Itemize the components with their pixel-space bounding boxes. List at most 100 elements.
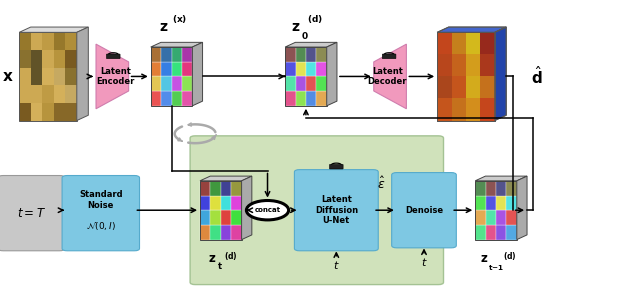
- Polygon shape: [54, 85, 65, 103]
- Polygon shape: [65, 85, 77, 103]
- Polygon shape: [182, 62, 192, 76]
- Polygon shape: [480, 98, 495, 121]
- Polygon shape: [31, 103, 42, 121]
- Polygon shape: [161, 76, 172, 91]
- Polygon shape: [54, 50, 65, 68]
- Polygon shape: [306, 47, 316, 62]
- Polygon shape: [451, 98, 466, 121]
- Polygon shape: [172, 62, 182, 76]
- Polygon shape: [306, 62, 316, 76]
- Polygon shape: [182, 91, 192, 106]
- Polygon shape: [151, 91, 161, 106]
- Polygon shape: [306, 91, 316, 106]
- Text: $\mathbf{z}$: $\mathbf{z}$: [481, 252, 488, 265]
- Polygon shape: [211, 181, 221, 196]
- Polygon shape: [495, 27, 506, 121]
- FancyBboxPatch shape: [382, 54, 396, 59]
- Polygon shape: [486, 196, 496, 210]
- Polygon shape: [19, 32, 31, 50]
- Polygon shape: [437, 54, 451, 76]
- Polygon shape: [496, 196, 506, 210]
- Polygon shape: [476, 181, 486, 196]
- Text: Latent
Diffusion
U-Net: Latent Diffusion U-Net: [315, 195, 358, 225]
- Polygon shape: [161, 62, 172, 76]
- Text: concat: concat: [255, 207, 280, 213]
- FancyBboxPatch shape: [392, 173, 456, 248]
- Polygon shape: [151, 62, 161, 76]
- Polygon shape: [451, 32, 466, 54]
- Polygon shape: [200, 196, 211, 210]
- Polygon shape: [466, 32, 480, 54]
- Polygon shape: [466, 98, 480, 121]
- Polygon shape: [96, 44, 129, 109]
- Polygon shape: [506, 225, 517, 240]
- Polygon shape: [221, 225, 231, 240]
- Polygon shape: [285, 62, 296, 76]
- Polygon shape: [451, 54, 466, 76]
- Polygon shape: [182, 47, 192, 62]
- Polygon shape: [506, 210, 517, 225]
- Polygon shape: [54, 68, 65, 85]
- Polygon shape: [19, 85, 31, 103]
- Polygon shape: [221, 210, 231, 225]
- FancyBboxPatch shape: [106, 54, 120, 59]
- Polygon shape: [31, 85, 42, 103]
- Polygon shape: [316, 47, 327, 62]
- Text: $\mathbf{(d)}$: $\mathbf{(d)}$: [307, 13, 323, 25]
- Polygon shape: [19, 27, 88, 32]
- FancyBboxPatch shape: [0, 176, 65, 251]
- Polygon shape: [200, 181, 211, 196]
- Circle shape: [246, 201, 289, 220]
- Polygon shape: [31, 50, 42, 68]
- Polygon shape: [19, 50, 31, 68]
- Text: $\mathcal{N}(0, I)$: $\mathcal{N}(0, I)$: [86, 220, 116, 232]
- Polygon shape: [480, 76, 495, 98]
- FancyBboxPatch shape: [62, 176, 140, 251]
- Polygon shape: [476, 196, 486, 210]
- Polygon shape: [172, 47, 182, 62]
- Text: $t$: $t$: [420, 256, 428, 268]
- Polygon shape: [200, 210, 211, 225]
- Polygon shape: [231, 181, 242, 196]
- Polygon shape: [480, 32, 495, 54]
- Text: $\mathbf{z}$: $\mathbf{z}$: [291, 20, 300, 34]
- Polygon shape: [296, 76, 306, 91]
- Polygon shape: [451, 76, 466, 98]
- Polygon shape: [31, 32, 42, 50]
- Polygon shape: [306, 76, 316, 91]
- Polygon shape: [65, 50, 77, 68]
- Polygon shape: [211, 196, 221, 210]
- Polygon shape: [231, 210, 242, 225]
- Polygon shape: [241, 176, 252, 240]
- Polygon shape: [54, 103, 65, 121]
- Polygon shape: [231, 225, 242, 240]
- Text: $\mathbf{(d)}$: $\mathbf{(d)}$: [503, 250, 517, 262]
- Polygon shape: [161, 47, 172, 62]
- Polygon shape: [192, 42, 202, 106]
- Text: $\mathbf{0}$: $\mathbf{0}$: [301, 30, 308, 41]
- Polygon shape: [296, 62, 306, 76]
- Text: $\mathbf{t{-}1}$: $\mathbf{t{-}1}$: [488, 263, 504, 272]
- Polygon shape: [65, 103, 77, 121]
- Polygon shape: [480, 54, 495, 76]
- Polygon shape: [151, 42, 202, 47]
- Polygon shape: [496, 210, 506, 225]
- Polygon shape: [42, 50, 54, 68]
- Polygon shape: [151, 76, 161, 91]
- Polygon shape: [296, 91, 306, 106]
- Polygon shape: [496, 181, 506, 196]
- Polygon shape: [374, 44, 406, 109]
- Text: $t = T$: $t = T$: [17, 207, 46, 220]
- Polygon shape: [182, 76, 192, 91]
- Polygon shape: [231, 196, 242, 210]
- Text: Denoise: Denoise: [405, 206, 443, 215]
- Text: Latent
Decoder: Latent Decoder: [367, 67, 407, 86]
- Polygon shape: [54, 32, 65, 50]
- Text: $\mathbf{z}$: $\mathbf{z}$: [159, 20, 168, 34]
- Polygon shape: [172, 91, 182, 106]
- Polygon shape: [316, 62, 327, 76]
- Polygon shape: [42, 32, 54, 50]
- Polygon shape: [326, 42, 337, 106]
- Polygon shape: [19, 68, 31, 85]
- Polygon shape: [19, 103, 31, 121]
